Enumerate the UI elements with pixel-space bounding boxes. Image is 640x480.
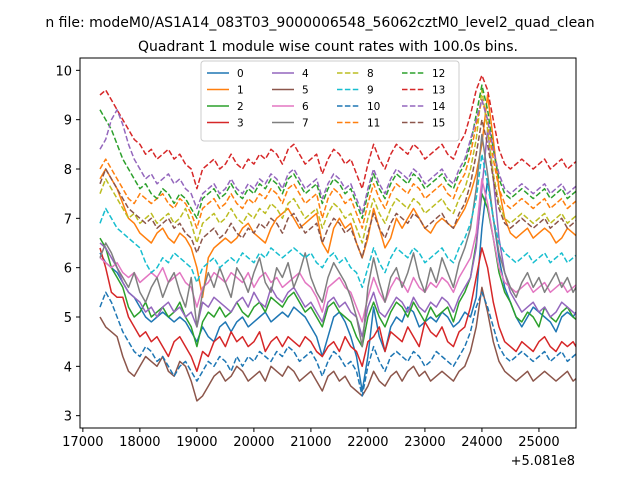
series-line-13 [99,74,576,190]
x-tick-label: 24000 [461,435,502,450]
x-axis: 17000 18000 19000 20000 21000 22000 23000 24000… [62,428,560,450]
x-tick-label: 20000 [233,435,274,450]
y-tick-label: 9 [64,114,72,129]
legend-label-12: 12 [432,68,445,80]
legend-label-6: 6 [302,101,309,113]
y-tick-label: 8 [64,163,72,178]
legend-label-5: 5 [302,85,309,97]
plot-area [79,57,577,429]
legend-label-13: 13 [432,85,445,97]
legend-label-11: 11 [367,118,380,130]
legend-label-7: 7 [302,118,309,130]
y-tick-label: 3 [64,410,72,425]
series-line-10 [99,291,576,397]
x-tick-label: 25000 [518,435,559,450]
series-group [99,74,576,402]
y-axis: 3 4 5 6 7 8 9 10 [55,64,80,425]
legend-label-0: 0 [237,68,244,80]
legend-label-10: 10 [367,101,380,113]
x-tick-label: 17000 [62,435,103,450]
series-line-2 [99,192,576,348]
x-tick-label: 19000 [176,435,217,450]
x-tick-label: 21000 [290,435,331,450]
series-line-15 [99,118,576,259]
y-tick-label: 7 [64,212,72,227]
series-line-9 [99,153,576,289]
series-line-12 [99,84,576,220]
legend-label-2: 2 [237,101,244,113]
axes-frame [79,57,577,429]
x-offset-label: +5.081e8 [511,454,575,469]
series-line-7 [99,133,576,348]
legend-label-9: 9 [367,85,374,97]
legend-label-15: 15 [432,118,445,130]
x-tick-label: 23000 [404,435,445,450]
plot-title: Quadrant 1 module wise count rates with … [138,39,518,55]
y-tick-label: 4 [64,360,72,375]
legend-box [200,60,460,142]
series-line-8 [99,89,576,244]
x-tick-label: 22000 [347,435,388,450]
y-tick-label: 10 [55,64,72,79]
legend-label-8: 8 [367,68,374,80]
legend-label-4: 4 [302,68,309,80]
series-line-3 [99,247,576,373]
series-line-11 [99,99,576,229]
figure-suptitle: n file: modeM0/AS1A14_083T03_9000006548_… [45,15,594,31]
series-line-14 [99,99,576,215]
series-line-1 [99,94,576,299]
y-tick-label: 6 [64,262,72,277]
series-line-5 [99,286,576,402]
legend-label-3: 3 [237,118,244,130]
series-line-4 [99,128,576,338]
y-tick-label: 5 [64,311,72,326]
x-tick-label: 18000 [119,435,160,450]
legend-label-14: 14 [432,101,446,113]
legend-label-1: 1 [237,85,244,97]
